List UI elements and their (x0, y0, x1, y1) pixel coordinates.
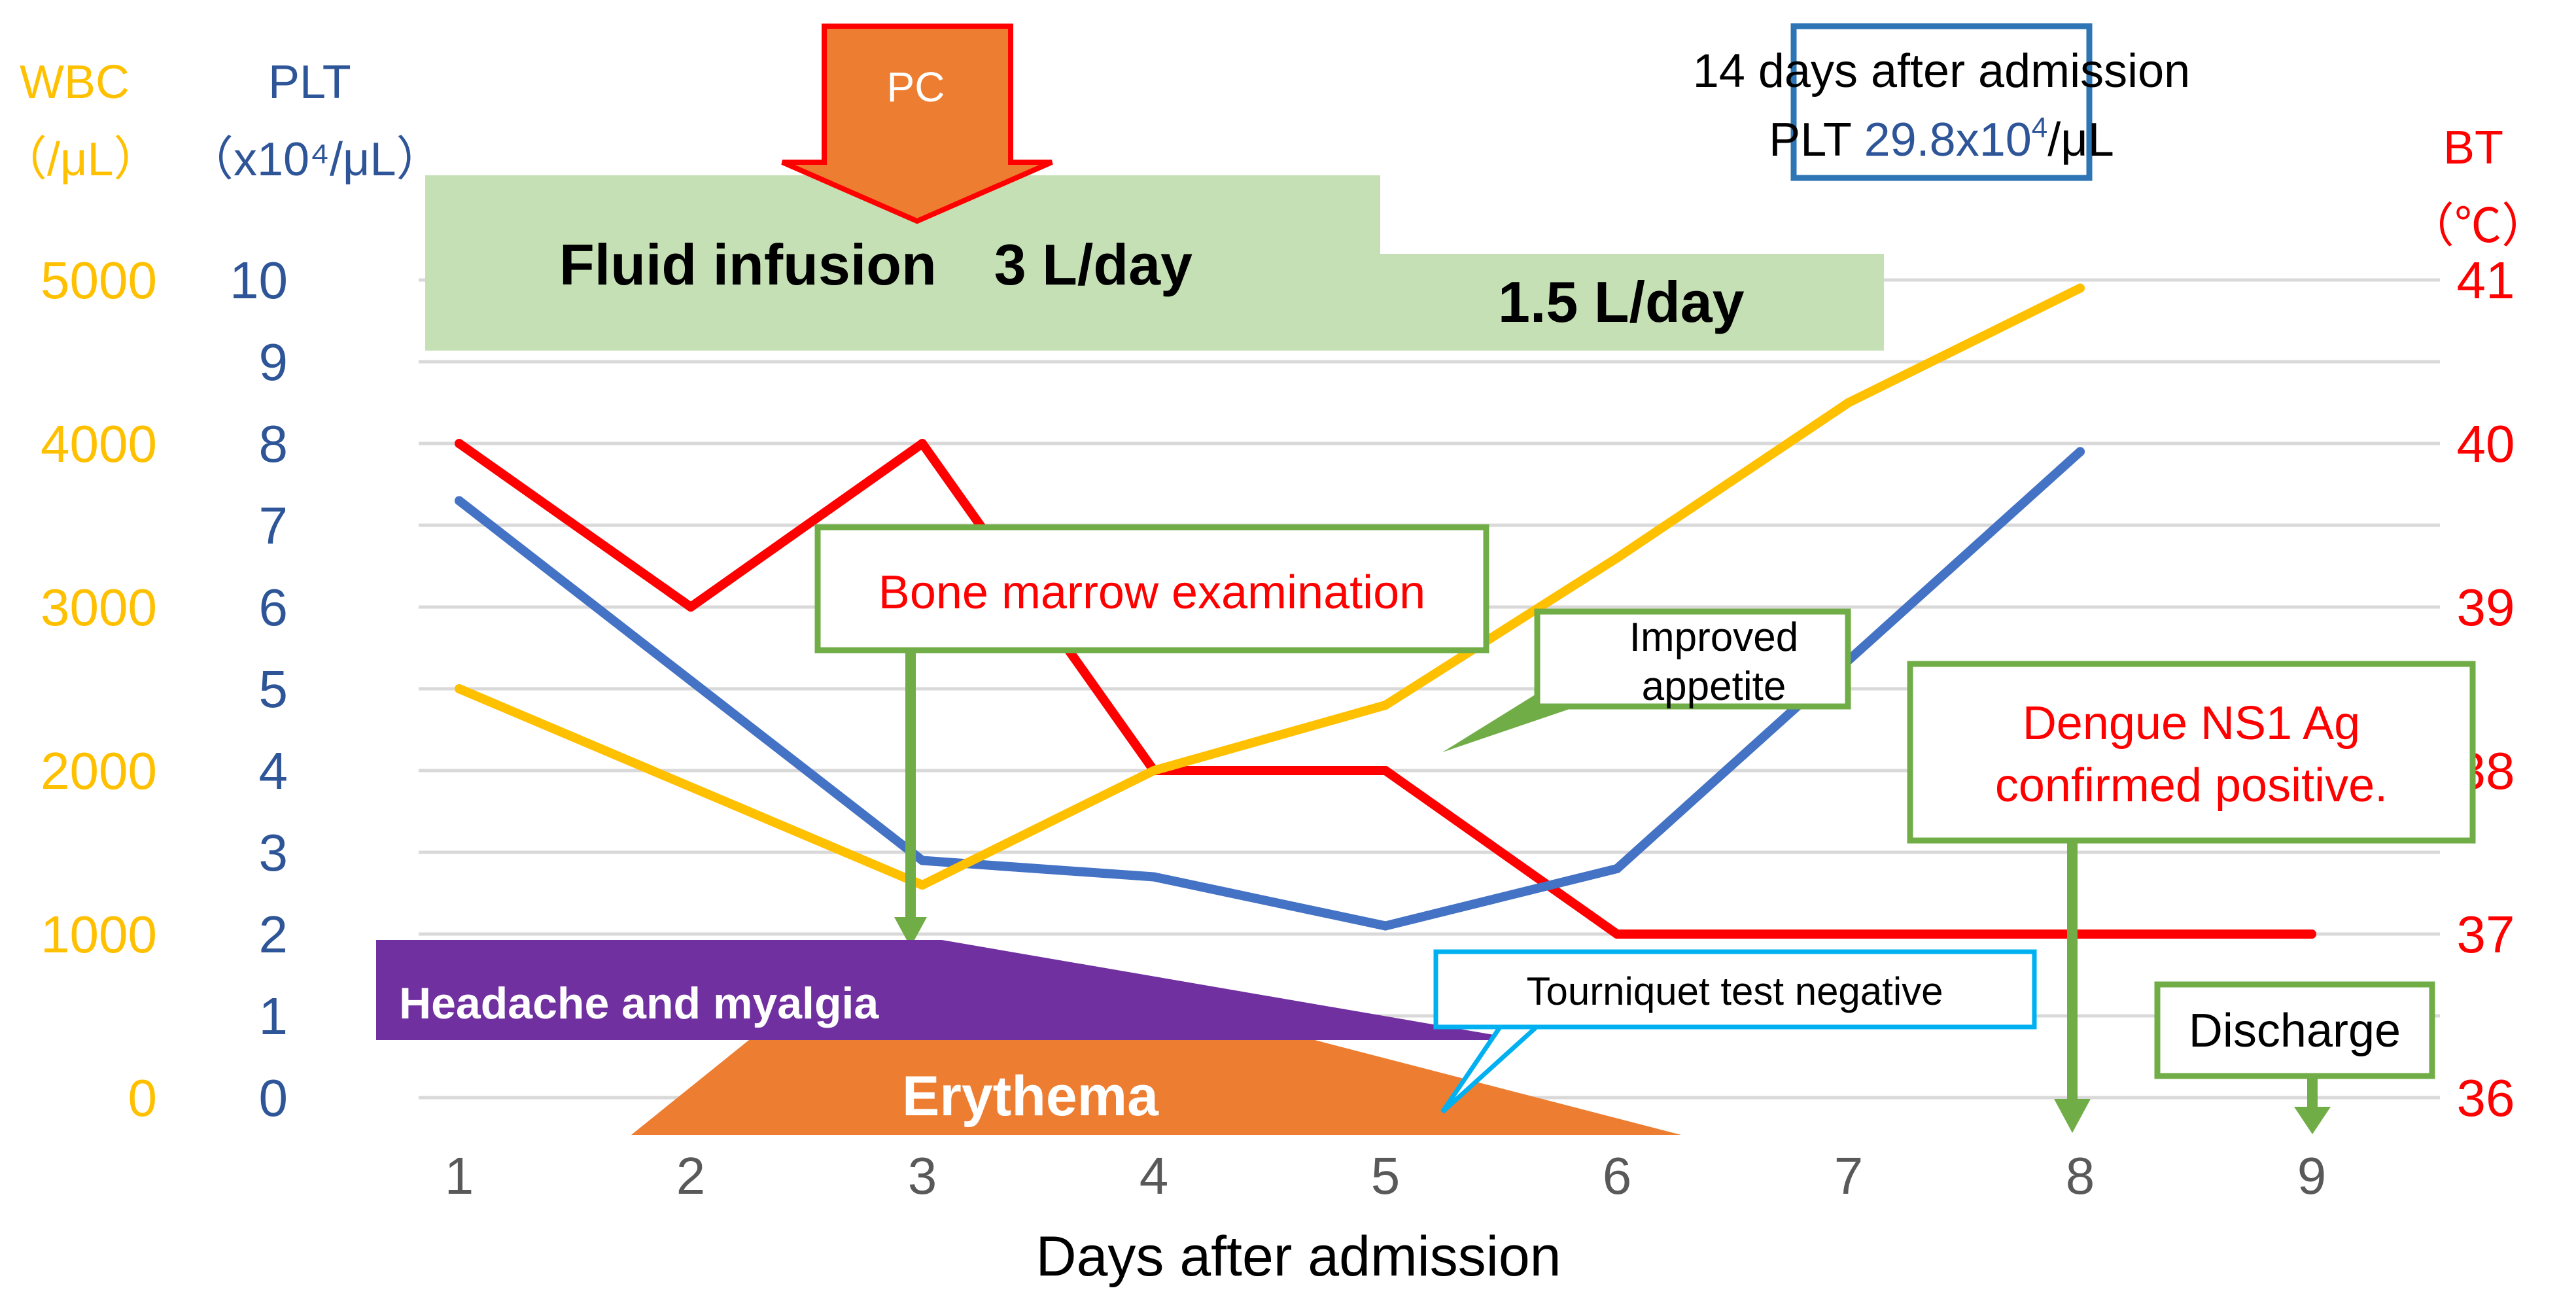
x-tick-label: 6 (1603, 1147, 1632, 1205)
bt-point (1844, 929, 1853, 939)
discharge-callout (2154, 981, 2435, 1079)
bone-marrow-label: Bone marrow examination (879, 566, 1425, 619)
wbc-point (1149, 766, 1158, 775)
bt-point (2307, 929, 2316, 939)
discharge-label: Discharge (2189, 1005, 2401, 1057)
wbc-axis-label: WBC (20, 56, 130, 109)
plt-point (1612, 864, 1622, 873)
x-axis-title: Days after admission (1036, 1225, 1561, 1288)
day14-platelet-callout (1790, 23, 2093, 181)
tick-labels: 0123456789100100020003000400050003637383… (41, 251, 2515, 1127)
bone-marrow-callout (814, 524, 1489, 653)
fluid-infusion-1-5l-bar (1380, 254, 1884, 351)
bt-point (918, 439, 927, 448)
plt-point (686, 676, 695, 686)
appetite-line2: appetite (1642, 664, 1786, 709)
bt-tick-label: 40 (2457, 415, 2515, 473)
day14-suffix: /μL (2047, 114, 2114, 166)
fluid-infusion-3l-label: Fluid infusion 3 L/day (559, 232, 1192, 297)
plt-tick-label: 9 (259, 333, 288, 391)
plt-point (455, 496, 464, 506)
plt-tick-label: 2 (259, 905, 288, 964)
wbc-tick-label: 4000 (41, 415, 157, 473)
day14-line1: 14 days after admission (1693, 45, 2190, 97)
plt-tick-label: 6 (259, 578, 288, 636)
plt-point (2076, 447, 2085, 457)
plt-point (1381, 921, 1390, 931)
wbc-point (918, 880, 927, 890)
wbc-axis-unit: （/μL） (0, 133, 161, 186)
day14-prefix: PLT (1769, 114, 1864, 166)
plt-tick-label: 7 (259, 496, 288, 555)
plt-tick-label: 5 (259, 660, 288, 718)
headache-myalgia-label: Headache and myalgia (399, 979, 879, 1028)
plt-tick-label: 10 (230, 251, 288, 309)
x-tick-label: 8 (2066, 1147, 2095, 1205)
plt-point (1149, 872, 1158, 882)
x-tick-label: 2 (676, 1147, 706, 1205)
wbc-point (455, 684, 464, 693)
plt-tick-label: 4 (259, 742, 288, 800)
bt-point (686, 602, 695, 612)
headache-myalgia-band (376, 940, 1524, 1040)
tourniquet-label: Tourniquet test negative (1526, 969, 1943, 1013)
wbc-tick-label: 2000 (41, 742, 157, 800)
plt-tick-label: 1 (259, 987, 288, 1045)
x-tick-label: 3 (908, 1147, 937, 1205)
wbc-point (1612, 553, 1622, 563)
plt-axis-label: PLT (268, 56, 351, 109)
wbc-tick-label: 5000 (41, 251, 157, 309)
pc-label: PC (887, 63, 945, 111)
bt-point (2076, 929, 2085, 939)
day14-exponent: 4 (2032, 112, 2047, 144)
plt-point (918, 856, 927, 865)
data-series (455, 283, 2316, 939)
appetite-line1: Improved (1629, 615, 1798, 660)
erythema-band (631, 1040, 1681, 1135)
plt-tick-label: 3 (259, 824, 288, 882)
x-tick-label: 1 (445, 1147, 474, 1205)
bt-axis-unit: （℃） (2407, 200, 2549, 252)
x-axis-ticks: 1 2 3 4 5 6 7 8 9 (445, 1147, 2327, 1205)
fluid-infusion-1-5l-label: 1.5 L/day (1498, 269, 1745, 334)
discharge-arrow-head (2294, 1107, 2331, 1134)
bt-tick-label: 37 (2457, 905, 2515, 964)
wbc-point (1381, 701, 1390, 710)
pc-callout-arrow (781, 24, 1053, 224)
bt-point (455, 439, 464, 448)
bt-tick-label: 41 (2457, 251, 2515, 309)
wbc-point (1844, 398, 1853, 408)
bt-axis-label: BT (2443, 122, 2503, 174)
x-tick-label: 9 (2297, 1147, 2327, 1205)
dengue-arrow-head (2054, 1099, 2091, 1133)
bt-tick-label: 36 (2457, 1069, 2515, 1127)
plt-tick-label: 8 (259, 415, 288, 473)
dengue-line1: Dengue NS1 Ag (2023, 697, 2360, 750)
plt-axis-unit: （x10⁴/μL） (186, 133, 444, 186)
appetite-callout (1534, 608, 1851, 710)
day14-value: 29.8x10 (1864, 114, 2032, 166)
tourniquet-callout (1433, 949, 2037, 1030)
wbc-tick-label: 0 (128, 1069, 158, 1127)
dengue-line2: confirmed positive. (1995, 759, 2388, 812)
x-tick-label: 7 (1834, 1147, 1864, 1205)
wbc-tick-label: 1000 (41, 905, 157, 964)
bt-tick-label: 39 (2457, 578, 2515, 636)
day14-line2: PLT 29.8x104/μL (1769, 112, 2114, 166)
bone-marrow-arrow-head (894, 917, 927, 947)
x-tick-label: 5 (1371, 1147, 1401, 1205)
x-tick-label: 4 (1140, 1147, 1169, 1205)
bt-point (1612, 929, 1622, 939)
dengue-callout (1907, 661, 2476, 844)
wbc-point (2076, 283, 2085, 293)
bt-point (1381, 766, 1390, 775)
wbc-tick-label: 3000 (41, 578, 157, 636)
plt-tick-label: 0 (259, 1069, 288, 1127)
erythema-label: Erythema (902, 1065, 1159, 1128)
